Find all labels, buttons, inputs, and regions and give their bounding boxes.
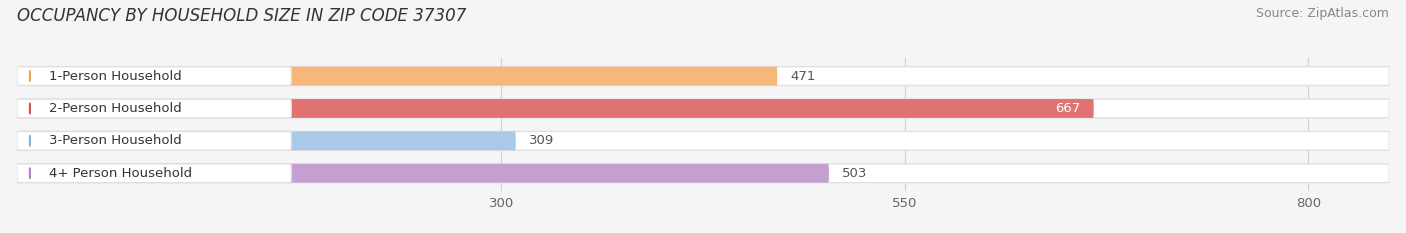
- FancyBboxPatch shape: [17, 164, 291, 183]
- FancyBboxPatch shape: [17, 67, 1389, 86]
- Text: 471: 471: [790, 70, 815, 82]
- FancyBboxPatch shape: [17, 164, 830, 183]
- FancyBboxPatch shape: [17, 99, 1094, 118]
- Text: 2-Person Household: 2-Person Household: [49, 102, 181, 115]
- FancyBboxPatch shape: [17, 67, 778, 86]
- FancyBboxPatch shape: [17, 131, 516, 150]
- Text: Source: ZipAtlas.com: Source: ZipAtlas.com: [1256, 7, 1389, 20]
- Text: OCCUPANCY BY HOUSEHOLD SIZE IN ZIP CODE 37307: OCCUPANCY BY HOUSEHOLD SIZE IN ZIP CODE …: [17, 7, 467, 25]
- Text: 503: 503: [842, 167, 868, 180]
- FancyBboxPatch shape: [17, 131, 1389, 150]
- Text: 667: 667: [1056, 102, 1081, 115]
- FancyBboxPatch shape: [17, 131, 291, 150]
- Text: 3-Person Household: 3-Person Household: [49, 134, 181, 147]
- FancyBboxPatch shape: [17, 67, 291, 86]
- Text: 309: 309: [529, 134, 554, 147]
- FancyBboxPatch shape: [17, 164, 1389, 183]
- Text: 4+ Person Household: 4+ Person Household: [49, 167, 193, 180]
- Text: 1-Person Household: 1-Person Household: [49, 70, 181, 82]
- FancyBboxPatch shape: [17, 99, 291, 118]
- FancyBboxPatch shape: [17, 99, 1389, 118]
